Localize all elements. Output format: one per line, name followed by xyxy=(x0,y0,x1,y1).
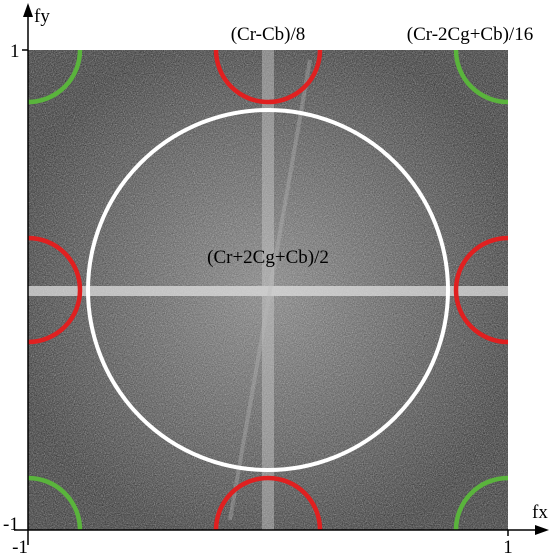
x-tick-label: 1 xyxy=(503,537,513,558)
region-label: (Cr-Cb)/8 xyxy=(231,24,306,45)
axes xyxy=(14,12,540,545)
region-label: (Cr-2Cg+Cb)/16 xyxy=(407,24,533,45)
x-axis-label: fx xyxy=(532,502,548,523)
x-arrow xyxy=(535,525,549,535)
x-tick-label: -1 xyxy=(12,537,28,558)
y-tick-label: 1 xyxy=(10,41,20,62)
y-tick-label: -1 xyxy=(3,514,19,535)
y-axis-label: fy xyxy=(34,6,50,27)
y-arrow xyxy=(23,3,33,17)
region-label: (Cr+2Cg+Cb)/2 xyxy=(207,247,329,268)
